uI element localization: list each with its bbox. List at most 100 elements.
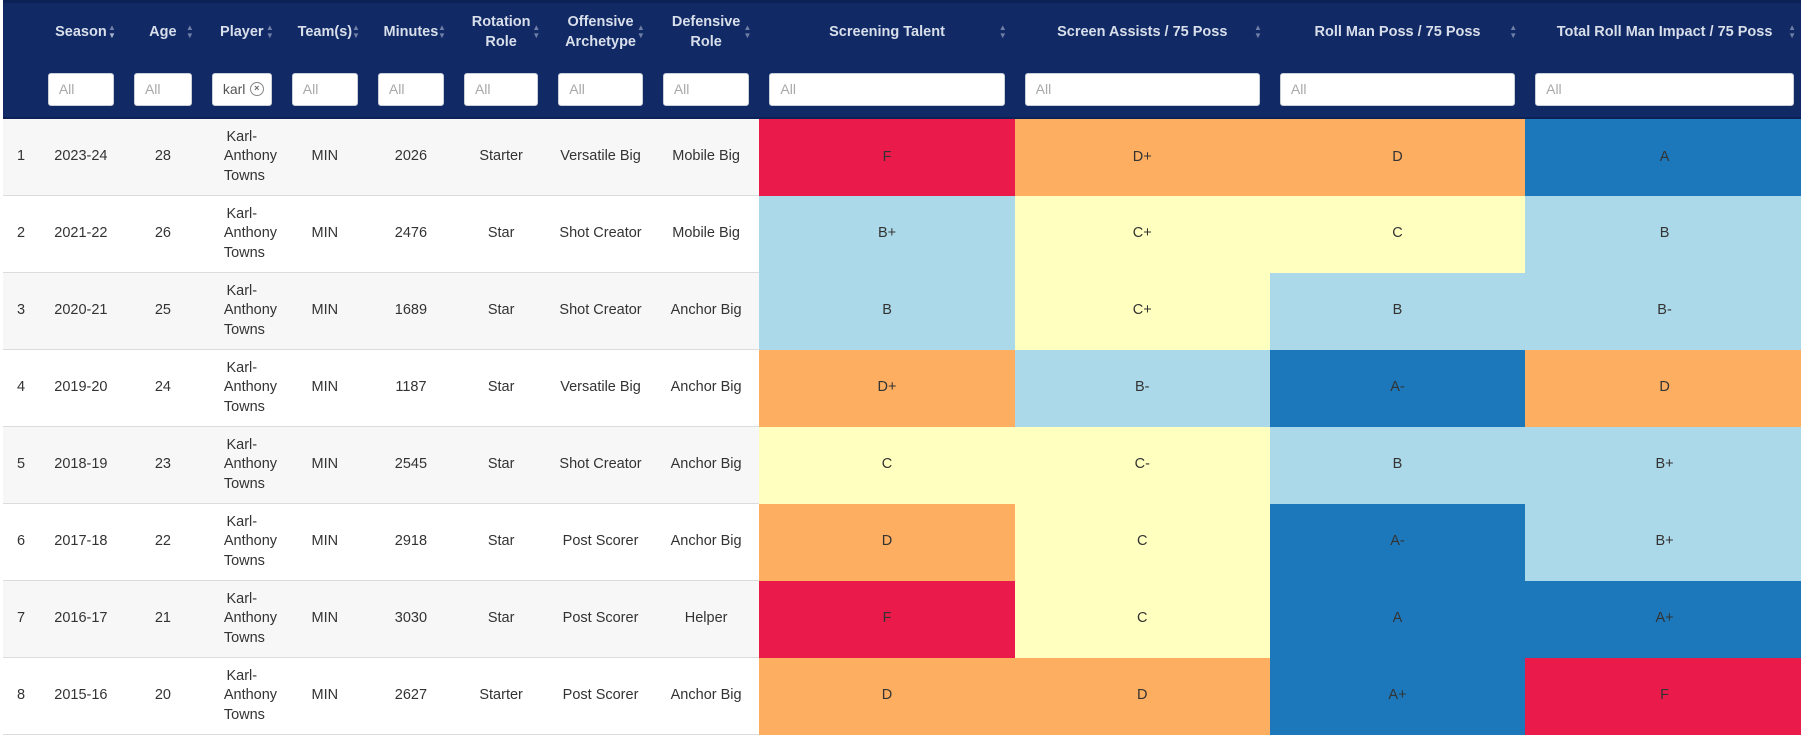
season-cell: 2018-19	[37, 426, 124, 504]
player-cell: Karl-Anthony Towns	[201, 657, 282, 735]
sort-descending-icon: ▼	[1253, 31, 1262, 40]
sort-descending-icon: ▼	[636, 31, 645, 40]
team-cell: MIN	[281, 118, 368, 196]
filter-cell-rank	[3, 61, 38, 119]
column-header-roll-man-poss-75-poss[interactable]: Roll Man Poss / 75 Poss ▲ ▼	[1269, 0, 1526, 61]
offensive-archetype-cell: Versatile Big	[548, 349, 653, 427]
offensive-archetype-cell: Versatile Big	[548, 118, 653, 196]
filter-input-roll-man-poss-75-poss[interactable]	[1279, 72, 1516, 106]
sort-arrows-icon[interactable]: ▲ ▼	[1788, 24, 1796, 40]
column-header-screening-talent[interactable]: Screening Talent ▲ ▼	[759, 0, 1015, 61]
roll-man-poss-grade-cell: A-	[1269, 503, 1526, 581]
column-header-label: Season	[55, 24, 107, 40]
screening-talent-grade-cell: C	[759, 426, 1015, 504]
filter-input-screen-assists-75-poss[interactable]	[1024, 72, 1260, 106]
rank-cell: 8	[3, 657, 38, 735]
column-header-team-s[interactable]: Team(s) ▲ ▼	[281, 0, 368, 61]
sort-descending-icon: ▼	[351, 31, 360, 40]
sort-arrows-icon[interactable]: ▲ ▼	[1509, 24, 1517, 40]
team-cell: MIN	[281, 503, 368, 581]
filter-input-season[interactable]	[47, 72, 114, 106]
clear-filter-icon[interactable]: ×	[249, 82, 264, 96]
sort-descending-icon: ▼	[998, 31, 1007, 40]
column-header-season[interactable]: Season ▲ ▼	[37, 0, 124, 61]
table-row[interactable]: 2 2021-22 26 Karl-Anthony Towns MIN 2476 Star S…	[3, 195, 1801, 273]
table-row[interactable]: 1 2023-24 28 Karl-Anthony Towns MIN 2026 Start…	[3, 118, 1801, 196]
column-header-offensive-archetype[interactable]: Offensive Archetype ▲ ▼	[548, 0, 653, 61]
column-header-label: Defensive Role	[671, 14, 741, 50]
roll-man-impact-grade-cell: B+	[1525, 503, 1801, 581]
sort-arrows-icon[interactable]: ▲ ▼	[637, 24, 645, 40]
rotation-role-cell: Star	[453, 426, 549, 504]
filter-input-total-roll-man-impact-75-poss[interactable]	[1535, 72, 1794, 106]
column-header-screen-assists-75-poss[interactable]: Screen Assists / 75 Poss ▲ ▼	[1014, 0, 1270, 61]
filter-cell-team-s	[281, 61, 368, 119]
roll-man-impact-grade-cell: B+	[1525, 426, 1801, 504]
filter-input-minutes[interactable]	[377, 72, 444, 106]
column-header-age[interactable]: Age ▲ ▼	[123, 0, 202, 61]
sort-arrows-icon[interactable]: ▲ ▼	[352, 24, 360, 40]
sort-arrows-icon[interactable]: ▲ ▼	[186, 24, 194, 40]
rotation-role-cell: Star	[453, 349, 549, 427]
offensive-archetype-cell: Shot Creator	[548, 426, 653, 504]
rotation-role-cell: Starter	[453, 118, 549, 196]
sort-descending-icon: ▼	[185, 31, 194, 40]
roll-man-impact-grade-cell: D	[1525, 349, 1801, 427]
sort-arrows-icon[interactable]: ▲ ▼	[266, 24, 274, 40]
column-header-player[interactable]: Player ▲ ▼	[201, 0, 282, 61]
filter-input-age[interactable]	[133, 72, 192, 106]
team-cell: MIN	[281, 195, 368, 273]
screening-talent-grade-cell: B	[759, 272, 1015, 350]
sort-arrows-icon[interactable]: ▲ ▼	[999, 24, 1007, 40]
filter-input-defensive-role[interactable]	[662, 72, 750, 106]
season-cell: 2017-18	[37, 503, 124, 581]
table-row[interactable]: 4 2019-20 24 Karl-Anthony Towns MIN 1187 Star V…	[3, 349, 1801, 427]
table-row[interactable]: 3 2020-21 25 Karl-Anthony Towns MIN 1689 Star S…	[3, 272, 1801, 350]
minutes-cell: 2476	[367, 195, 454, 273]
filter-input-team-s[interactable]	[291, 72, 358, 106]
filter-cell-total-roll-man-impact-75-poss	[1525, 61, 1801, 119]
screen-assists-grade-cell: D+	[1014, 118, 1270, 196]
age-cell: 24	[123, 349, 202, 427]
filter-row: ×	[3, 61, 1801, 119]
filter-input-screening-talent[interactable]	[769, 72, 1005, 106]
sort-ascending-icon: ▲	[1509, 23, 1518, 32]
screening-talent-grade-cell: F	[759, 580, 1015, 658]
age-cell: 22	[123, 503, 202, 581]
screening-talent-grade-cell: D+	[759, 349, 1015, 427]
sort-arrows-icon[interactable]: ▲ ▼	[1254, 24, 1262, 40]
column-header-rotation-role[interactable]: Rotation Role ▲ ▼	[453, 0, 549, 61]
roll-man-poss-grade-cell: D	[1269, 118, 1526, 196]
table-row[interactable]: 7 2016-17 21 Karl-Anthony Towns MIN 3030 Star P…	[3, 580, 1801, 658]
filter-input-rotation-role[interactable]	[463, 72, 539, 106]
column-header-minutes[interactable]: Minutes ▲ ▼	[367, 0, 454, 61]
column-header-label: Screen Assists / 75 Poss	[1057, 24, 1228, 40]
screening-talent-grade-cell: D	[759, 657, 1015, 735]
column-header-total-roll-man-impact-75-poss[interactable]: Total Roll Man Impact / 75 Poss ▲ ▼	[1525, 0, 1801, 61]
sort-arrows-icon[interactable]: ▲ ▼	[108, 24, 116, 40]
age-cell: 23	[123, 426, 202, 504]
screen-assists-grade-cell: C+	[1014, 272, 1270, 350]
rank-cell: 2	[3, 195, 38, 273]
season-cell: 2015-16	[37, 657, 124, 735]
screen-assists-grade-cell: B-	[1014, 349, 1270, 427]
table-row[interactable]: 8 2015-16 20 Karl-Anthony Towns MIN 2627 Start…	[3, 657, 1801, 735]
table-row[interactable]: 6 2017-18 22 Karl-Anthony Towns MIN 2918 Star P…	[3, 503, 1801, 581]
sort-descending-icon: ▼	[265, 31, 274, 40]
offensive-archetype-cell: Post Scorer	[548, 503, 653, 581]
table-row[interactable]: 5 2018-19 23 Karl-Anthony Towns MIN 2545 Star S…	[3, 426, 1801, 504]
column-header-defensive-role[interactable]: Defensive Role ▲ ▼	[652, 0, 760, 61]
player-cell: Karl-Anthony Towns	[201, 272, 282, 350]
age-cell: 28	[123, 118, 202, 196]
filter-input-offensive-archetype[interactable]	[558, 72, 643, 106]
screen-assists-grade-cell: C+	[1014, 195, 1270, 273]
sort-arrows-icon[interactable]: ▲ ▼	[532, 24, 540, 40]
roll-man-impact-grade-cell: B	[1525, 195, 1801, 273]
roll-man-poss-grade-cell: B	[1269, 272, 1526, 350]
column-header-label: Screening Talent	[829, 24, 945, 40]
screen-assists-grade-cell: C	[1014, 503, 1270, 581]
sort-arrows-icon[interactable]: ▲ ▼	[743, 24, 751, 40]
defensive-role-cell: Anchor Big	[652, 272, 760, 350]
filter-input-player[interactable]	[211, 72, 272, 106]
sort-arrows-icon[interactable]: ▲ ▼	[438, 24, 446, 40]
